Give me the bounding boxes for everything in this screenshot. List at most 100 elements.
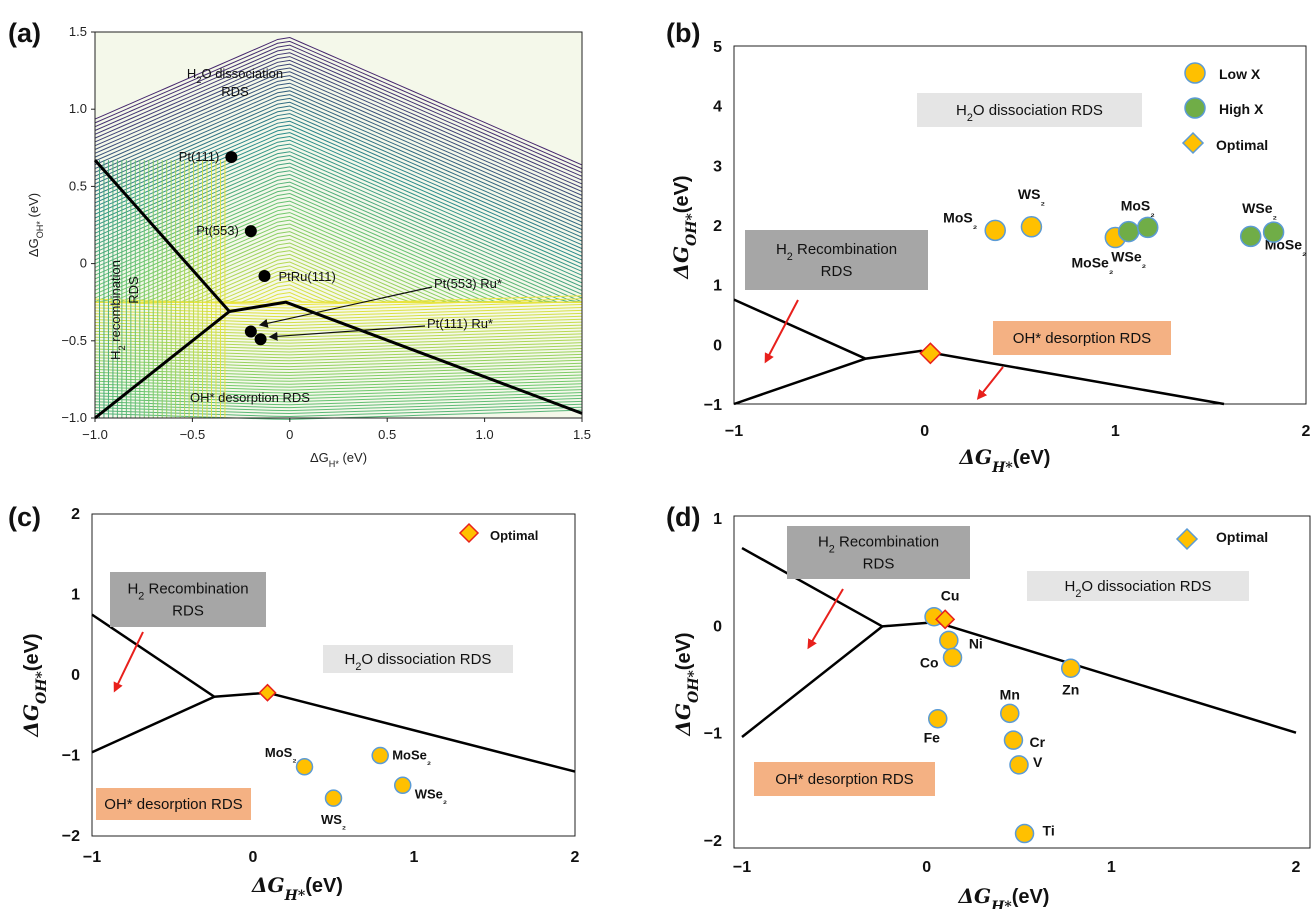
contour-line (94, 52, 583, 181)
y-tick-label: 5 (713, 39, 722, 56)
contour-line (94, 82, 583, 212)
callout-arrow (268, 325, 426, 341)
contour-line (94, 324, 583, 335)
phase-boundary (93, 159, 231, 313)
panel-label: (c) (8, 502, 41, 532)
y-tick-label: −1 (62, 748, 80, 765)
x-tick-label: −0.5 (180, 427, 206, 442)
contour-line (94, 318, 583, 329)
y-tick-label: 1 (713, 511, 722, 528)
y-axis-label: ΔGOH*(eV) (19, 633, 50, 737)
x-axis-label: ΔGH*(eV) (251, 873, 343, 904)
region-label: H2O dissociation RDS (345, 651, 492, 673)
contour-line (94, 315, 583, 327)
contour-line (94, 48, 583, 177)
callout-arrow (258, 286, 433, 328)
contour-line (94, 132, 583, 261)
data-point (1117, 220, 1140, 243)
contour-line (94, 309, 583, 321)
contour-line (94, 158, 583, 288)
contour-line (94, 394, 583, 406)
x-tick-label: 1 (1111, 423, 1120, 440)
phase-boundary (91, 613, 576, 773)
region-label: RDS (863, 556, 895, 573)
data-point (324, 789, 343, 807)
contour-line (94, 78, 583, 208)
y-tick-label: 1.0 (69, 101, 87, 116)
contour-line (94, 75, 583, 204)
panel-label: (d) (666, 502, 700, 532)
region-oh: OH* desorption RDS (993, 321, 1171, 355)
optimal-marker (935, 609, 956, 630)
point-label: PtRu(111) (278, 269, 335, 284)
plot-frame (733, 515, 1311, 849)
point-label: WS₂ (1018, 186, 1045, 208)
point-label: Mn (1000, 686, 1020, 702)
point-label: WSe₂ (1242, 200, 1277, 222)
contour-line (94, 71, 583, 200)
x-tick-label: 0 (249, 849, 258, 866)
region-h2o: H2O dissociation RDS (323, 645, 513, 673)
y-tick-label: 3 (713, 158, 722, 175)
x-tick-label: 1 (410, 849, 419, 866)
data-point (295, 758, 314, 776)
contour-line (94, 377, 583, 388)
contour-line (95, 299, 582, 303)
contour-line (94, 353, 583, 365)
region-label: OH* desorption RDS (1013, 330, 1151, 347)
phase-boundary (733, 298, 1225, 406)
plot-frame (91, 513, 576, 837)
contour-line (94, 56, 583, 185)
region-box (110, 572, 266, 627)
panel-label: (a) (8, 18, 41, 48)
legend-label: Optimal (1216, 137, 1268, 153)
contour-line (94, 86, 583, 215)
contour-line (94, 406, 583, 417)
data-point (371, 746, 389, 765)
legend-label: Optimal (490, 528, 538, 543)
contour-line (94, 371, 583, 382)
contour-line (94, 383, 583, 394)
contour-line (94, 185, 582, 303)
contour-line (94, 345, 583, 356)
region-label: H2O dissociation RDS (956, 102, 1103, 124)
contour-line (94, 59, 583, 189)
contour-line (94, 101, 583, 231)
contour-line (94, 120, 583, 250)
point-label: Cr (1029, 734, 1045, 750)
data-point (1003, 730, 1024, 750)
contour-line (94, 90, 583, 219)
point-label: MoS₂ (265, 745, 297, 764)
contour-line (94, 336, 583, 347)
region-label-h2: H2 recombination (108, 260, 127, 360)
y-tick-label: 0 (71, 667, 80, 684)
y-tick-label: −2 (62, 828, 80, 845)
y-axis-label: ΔGOH*(eV) (671, 632, 702, 736)
optimal-marker (258, 683, 277, 702)
contour-line (94, 374, 583, 385)
x-tick-label: −1 (733, 859, 751, 876)
contour-line (94, 330, 583, 341)
region-label: H2O dissociation RDS (1065, 578, 1212, 600)
panel-a: (a) −1.0 −1.0 −0.5 −0.5 0 0 0.5 0.5 1.0 1.0 1.5 1.5 Δ… (8, 18, 591, 469)
contour-line (94, 40, 583, 170)
contour-line (94, 400, 583, 412)
region-box (1027, 571, 1249, 601)
contour-line (94, 342, 583, 353)
contour-line (94, 105, 583, 234)
data-point (927, 708, 948, 729)
data-point (393, 776, 412, 795)
data-point (244, 325, 257, 338)
contour-line (94, 403, 583, 415)
legend-marker-low (1184, 62, 1206, 84)
x-tick-label: 2 (1292, 859, 1301, 876)
data-point (254, 333, 267, 346)
legend-label: Optimal (1216, 529, 1268, 545)
contour-line (94, 154, 583, 284)
region-label-h2-rds: RDS (126, 276, 141, 304)
y-tick-label: 4 (713, 99, 722, 116)
data-point (1262, 221, 1285, 243)
y-tick-label: 0.5 (69, 178, 87, 193)
red-arrow (113, 631, 144, 693)
